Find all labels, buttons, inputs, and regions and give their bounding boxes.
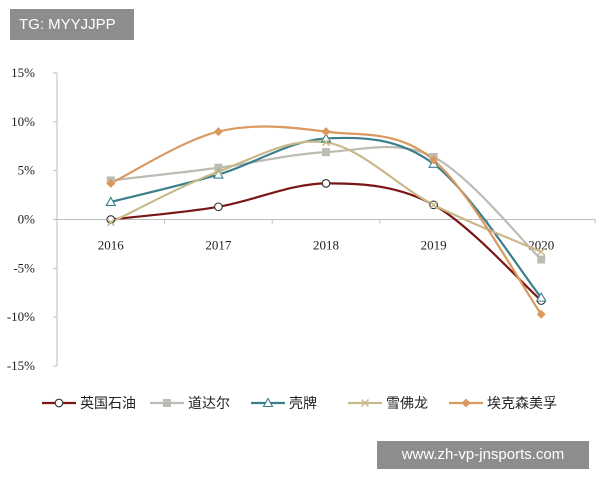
- data-point: [214, 167, 223, 176]
- x-tick-label: 2016: [98, 238, 125, 253]
- y-tick-label: -5%: [13, 260, 35, 275]
- y-tick-label: -15%: [7, 358, 35, 373]
- data-point: [536, 309, 546, 319]
- data-point: [321, 127, 331, 137]
- data-point: [321, 179, 331, 188]
- legend-label: 壳牌: [289, 395, 317, 412]
- y-tick-label: -10%: [7, 309, 35, 324]
- x-tick-label: 2019: [421, 238, 447, 253]
- data-point: [106, 218, 115, 227]
- legend-marker: [163, 399, 171, 407]
- legend-marker: [461, 398, 471, 408]
- data-point: [322, 138, 330, 147]
- legend-label: 埃克森美孚: [487, 396, 557, 412]
- data-point: [214, 163, 223, 172]
- data-point: [214, 202, 223, 212]
- legend-marker: [54, 398, 64, 408]
- data-point: [537, 255, 546, 264]
- series-line: [110, 125, 543, 315]
- x-tick-label: 2017: [205, 238, 232, 253]
- watermark-bottom: www.zh-vp-jnsports.com: [377, 441, 589, 469]
- legend-label: 雪佛龙: [386, 396, 428, 412]
- y-tick-label: 5%: [18, 163, 36, 178]
- data-point: [105, 196, 117, 206]
- legend-label: 道达尔: [188, 396, 230, 412]
- watermark-top: TG: MYYJJPP: [10, 9, 134, 40]
- legend-marker: [361, 399, 369, 407]
- legend-label: 英国石油: [80, 395, 136, 412]
- data-point: [537, 247, 546, 256]
- data-point: [429, 155, 439, 165]
- series-line: [110, 140, 542, 253]
- data-point: [106, 178, 116, 188]
- y-tick-label: 10%: [11, 114, 35, 129]
- legend-marker: [262, 397, 274, 408]
- y-tick-label: 15%: [11, 65, 35, 80]
- data-point: [429, 200, 438, 209]
- data-point: [322, 148, 330, 157]
- y-tick-label: 0%: [18, 212, 36, 227]
- data-point: [213, 127, 223, 137]
- data-point: [535, 292, 547, 302]
- x-tick-label: 2018: [313, 238, 339, 253]
- series-line: [110, 136, 543, 299]
